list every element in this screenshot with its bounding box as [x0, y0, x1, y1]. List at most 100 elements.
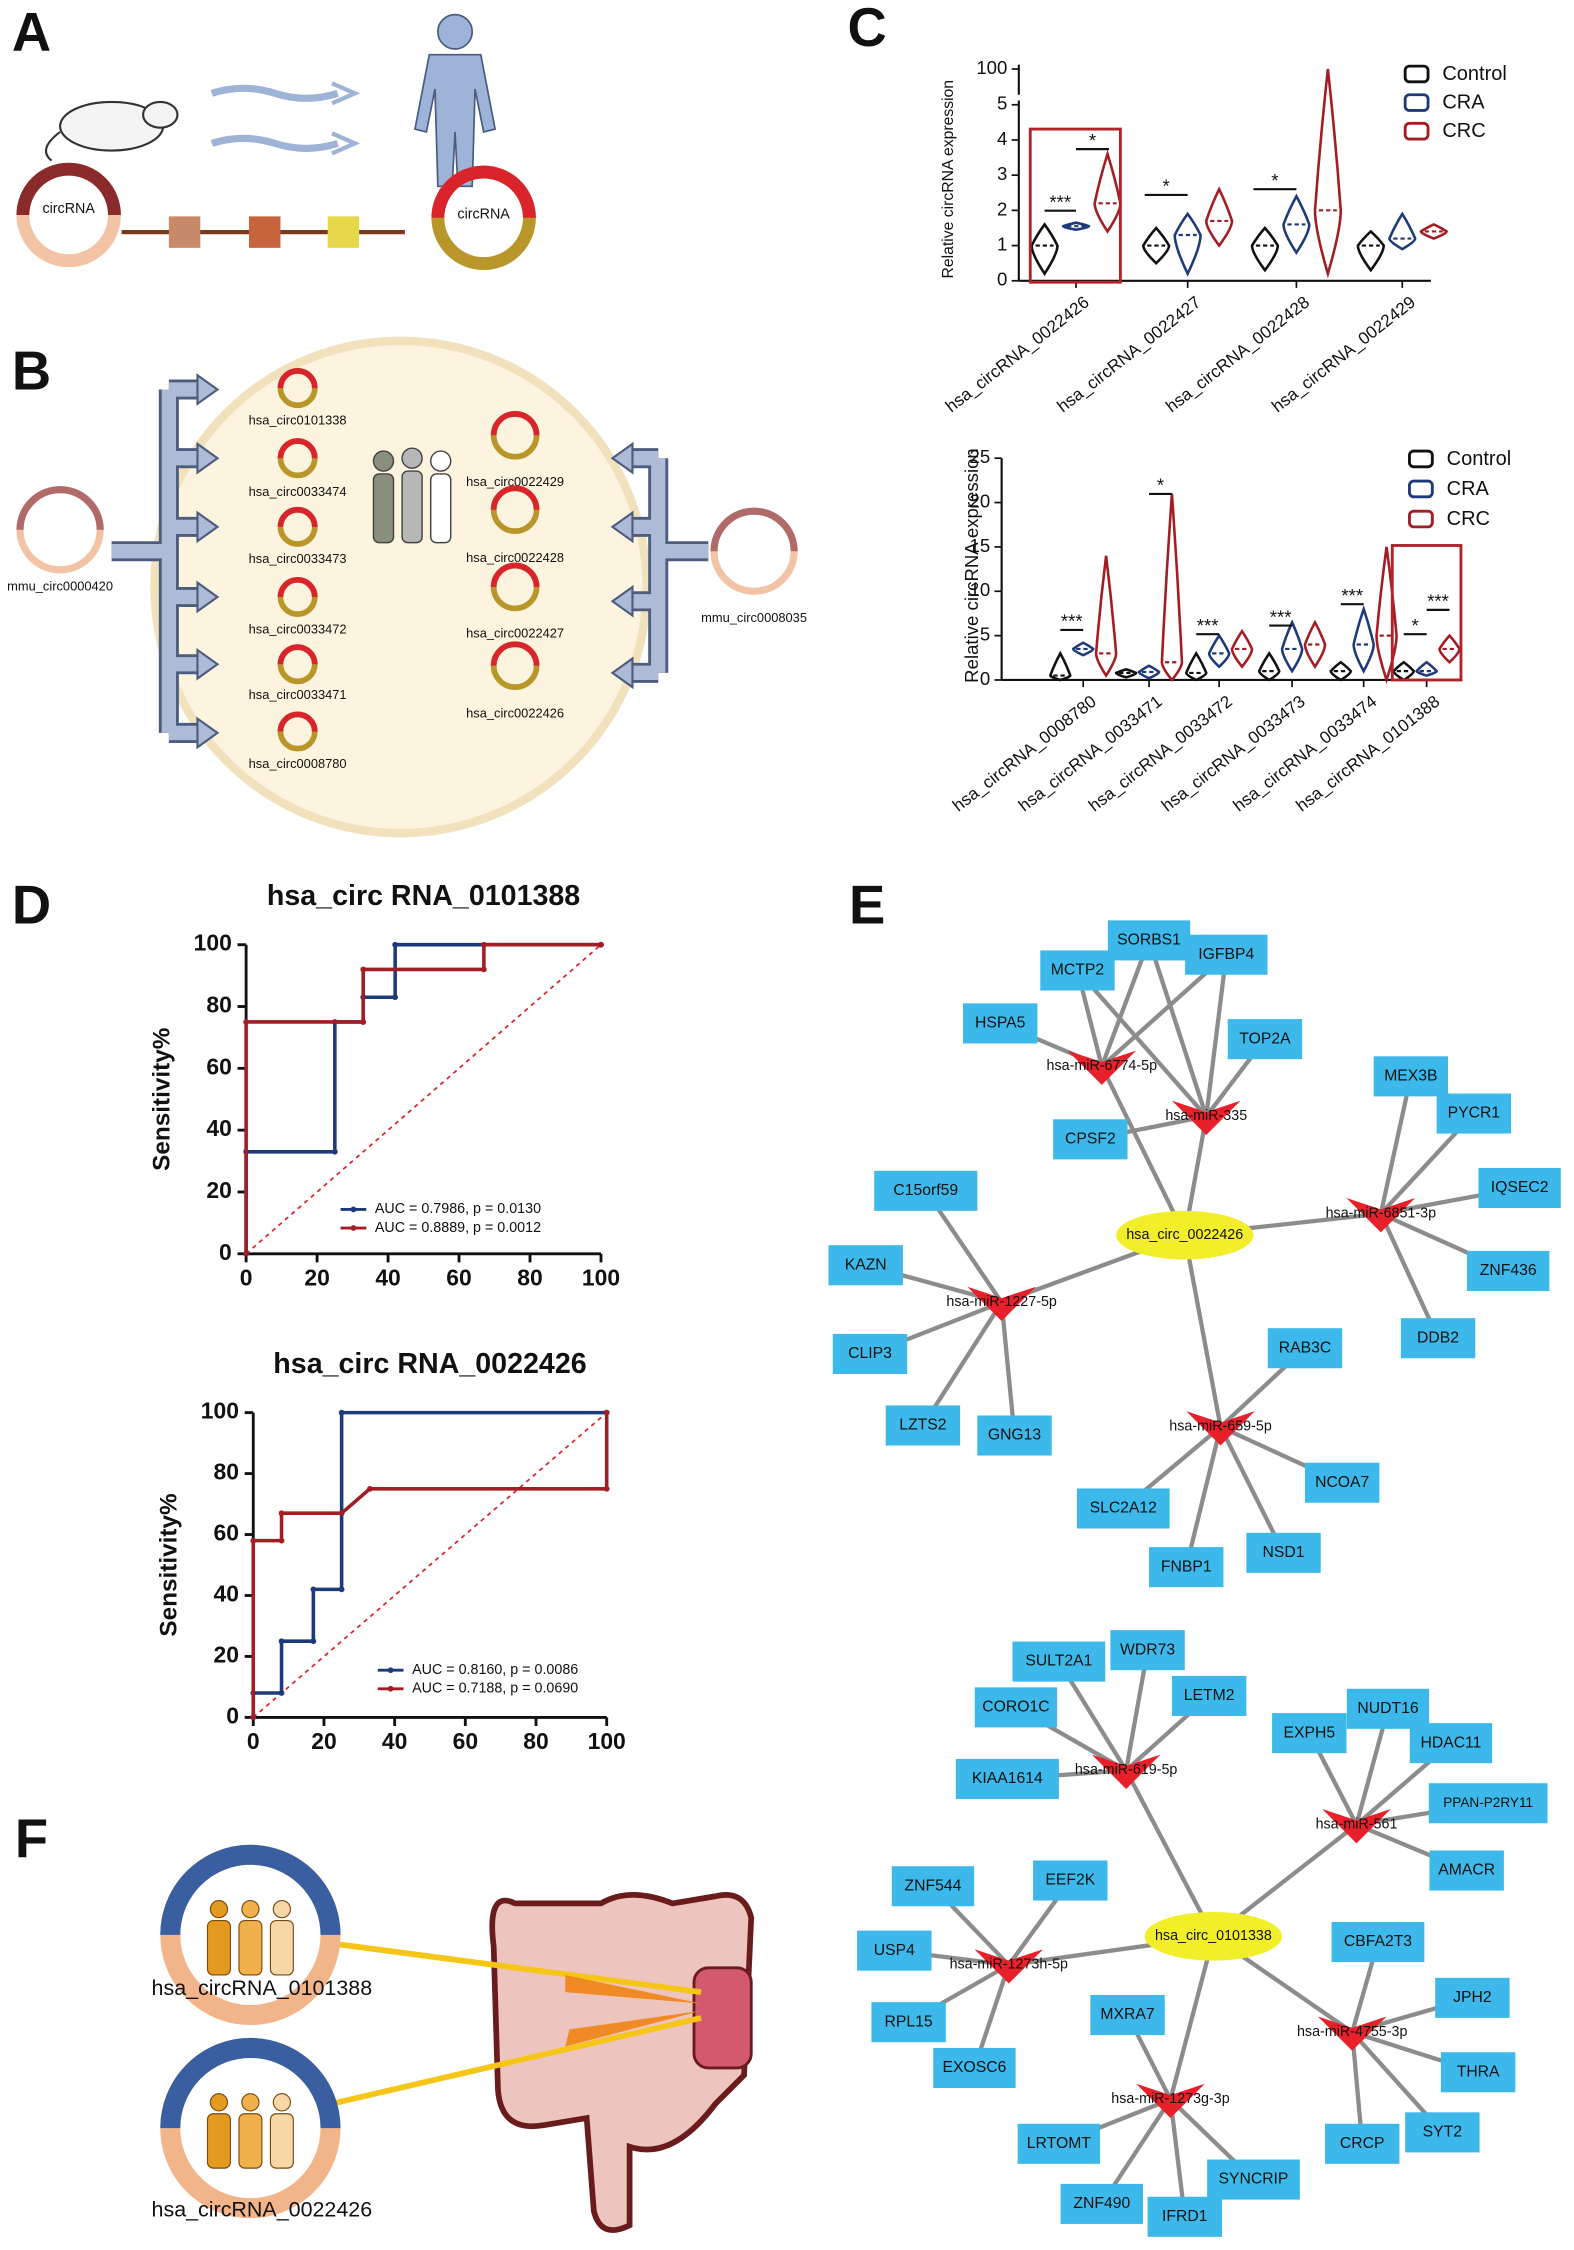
panel-b-art — [16, 336, 798, 838]
gene-node — [1246, 1532, 1321, 1573]
y-tick-label: 20 — [970, 490, 991, 511]
x-tick-label: 20 — [304, 1265, 329, 1291]
circrna-label: hsa_circ0033471 — [249, 687, 347, 702]
exon — [248, 216, 281, 248]
circrna-icon — [490, 485, 540, 510]
panel-a-art — [16, 13, 536, 271]
legend-swatch — [1403, 93, 1430, 112]
roc-point — [481, 966, 487, 973]
ring — [160, 2037, 341, 2129]
roc-point — [338, 1510, 345, 1517]
y-tick-label: 60 — [214, 1520, 239, 1546]
mirna-node — [1067, 1050, 1137, 1085]
gene-node — [1272, 1713, 1347, 1754]
violin — [1137, 664, 1161, 680]
violin — [1392, 660, 1416, 682]
gene-node — [1012, 1641, 1106, 1682]
mirna-node — [1322, 1808, 1391, 1844]
gene-label: WDR73 — [1120, 1641, 1175, 1658]
legend-label: AUC = 0.8160, p = 0.0086 — [412, 1662, 578, 1678]
panel-letter: D — [12, 874, 51, 935]
violin — [1303, 619, 1327, 670]
legend-dot — [350, 1225, 357, 1231]
x-tick-label: 40 — [382, 1728, 407, 1754]
person — [238, 2113, 263, 2169]
edge — [1099, 939, 1152, 1068]
gene-node — [963, 1003, 1038, 1044]
gene-label: CPSF2 — [1065, 1130, 1116, 1147]
gene-node — [1107, 920, 1191, 961]
arrow-head — [331, 131, 361, 156]
gene-node — [1436, 1093, 1512, 1134]
mouse-head — [142, 100, 179, 129]
y-tick-label: 3 — [997, 163, 1007, 184]
mirna-node — [1317, 2016, 1387, 2051]
circrna-label: hsa_circ0022428 — [466, 550, 564, 565]
gene-node — [871, 2002, 946, 2043]
exon — [327, 216, 360, 248]
roc-point — [243, 1250, 249, 1257]
person — [269, 1920, 294, 1976]
gene-label: NUDT16 — [1357, 1700, 1418, 1717]
gene-node — [1076, 1488, 1170, 1529]
y-axis-label: Sensitivity% — [149, 1028, 176, 1171]
edge — [1184, 1426, 1223, 1568]
gene-node — [1400, 1318, 1476, 1359]
y-tick-label: 15 — [970, 535, 991, 556]
edge — [1099, 1065, 1187, 1237]
person — [209, 1899, 229, 1919]
gene-label: KAZN — [845, 1256, 887, 1273]
y-axis-label: Relative circRNA expression — [961, 448, 982, 683]
y-axis-label: Sensitivity% — [156, 1493, 183, 1636]
gene-node — [1110, 1630, 1185, 1671]
x-tick-label: 80 — [523, 1728, 548, 1754]
sample-circle — [150, 336, 652, 838]
violin — [1173, 211, 1202, 277]
edge — [1146, 939, 1209, 1118]
circrna-icon — [277, 506, 318, 528]
significance-label: *** — [1341, 585, 1363, 606]
x-tick-label: 100 — [588, 1728, 626, 1754]
circrna-label: hsa_circ0022426 — [466, 706, 564, 721]
circrna-label: hsa_circ0033473 — [249, 551, 347, 566]
gene-label: HSPA5 — [975, 1015, 1026, 1032]
violin — [1352, 604, 1375, 674]
mirna-node — [974, 1949, 1044, 1984]
roc-point — [392, 941, 399, 948]
legend-label: Control — [1442, 63, 1507, 85]
gene-node — [1090, 1994, 1165, 2036]
x-tick-label: 20 — [311, 1728, 336, 1754]
gene-node — [891, 1866, 975, 1907]
mouse-label: mmu_circ0000420 — [7, 578, 113, 593]
reference-line — [245, 944, 602, 1255]
edge — [1204, 954, 1229, 1117]
panel-letter: F — [15, 1809, 48, 1870]
circrna-label: hsa_circ0008780 — [249, 756, 347, 771]
gene-node — [1478, 1167, 1561, 1208]
significance-label: * — [1157, 475, 1164, 496]
gene-node — [1440, 2052, 1516, 2093]
x-tick-label: 80 — [517, 1265, 542, 1291]
gene-node — [1373, 1056, 1449, 1097]
gene-node — [1017, 2123, 1101, 2164]
gene-label: RPL15 — [885, 2013, 933, 2030]
circrna-icon — [277, 644, 318, 665]
mirna-label: hsa-miR-4755-3p — [1297, 2024, 1408, 2040]
y-tick-label: 20 — [214, 1641, 239, 1667]
circrna-icon — [277, 368, 318, 389]
gene-label: IQSEC2 — [1491, 1179, 1549, 1196]
edge — [1378, 1075, 1413, 1215]
violin — [1280, 619, 1304, 674]
gene-node — [1185, 934, 1268, 975]
roc-point — [338, 1409, 345, 1416]
chart-title: hsa_circ RNA_0022426 — [273, 1348, 586, 1380]
circrna-icon — [277, 438, 318, 459]
branch-arrows-fill — [111, 382, 709, 741]
gene-label: HDAC11 — [1420, 1734, 1481, 1751]
roc-point — [310, 1638, 317, 1645]
person — [272, 2093, 292, 2112]
hub-label: hsa_circ_0022426 — [1126, 1227, 1243, 1243]
gene-node — [832, 1333, 908, 1374]
gene-node — [1227, 1019, 1303, 1060]
